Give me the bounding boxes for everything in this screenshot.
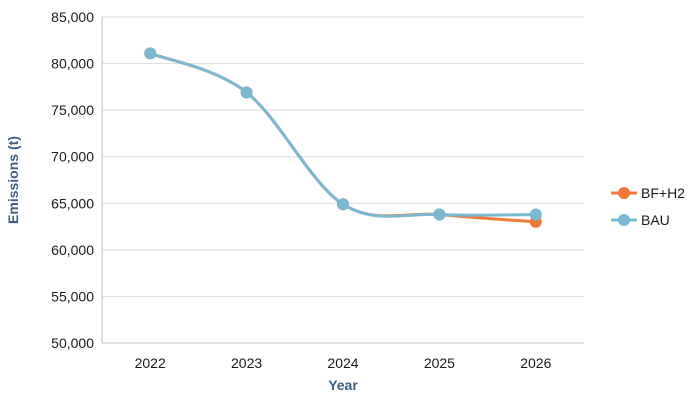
y-tick-label: 70,000 xyxy=(51,149,94,165)
y-tick-label: 75,000 xyxy=(51,102,94,118)
x-tick-label: 2026 xyxy=(520,355,551,371)
x-tick-labels: 2022 2023 2024 2025 2026 xyxy=(135,355,552,371)
legend-item: BF+H2 xyxy=(611,185,685,201)
legend-label: BF+H2 xyxy=(641,185,685,201)
data-point xyxy=(433,208,446,221)
legend: BF+H2 BAU xyxy=(611,185,685,228)
data-point xyxy=(144,47,157,60)
y-tick-label: 80,000 xyxy=(51,56,94,72)
x-tick-label: 2024 xyxy=(327,355,358,371)
y-tick-label: 50,000 xyxy=(51,335,94,351)
y-tick-label: 65,000 xyxy=(51,195,94,211)
y-tick-label: 60,000 xyxy=(51,242,94,258)
series-line xyxy=(149,51,536,218)
y-axis-title: Emissions (t) xyxy=(5,136,21,224)
y-tick-label: 85,000 xyxy=(51,9,94,25)
data-point xyxy=(337,198,349,211)
x-tick-label: 2023 xyxy=(231,355,262,371)
series-line xyxy=(149,51,536,224)
legend-item: BAU xyxy=(611,212,670,228)
legend-swatch-marker xyxy=(618,214,630,226)
series-bau xyxy=(144,47,542,221)
y-tick-label: 55,000 xyxy=(51,288,94,304)
legend-label: BAU xyxy=(641,212,670,228)
x-tick-label: 2022 xyxy=(135,355,166,371)
series-lines xyxy=(144,47,542,228)
x-tick-label: 2025 xyxy=(424,355,455,371)
data-point xyxy=(240,86,253,99)
gridlines xyxy=(102,16,584,297)
legend-swatch-marker xyxy=(618,187,630,199)
x-axis-title: Year xyxy=(328,377,358,393)
data-point xyxy=(529,208,542,221)
y-tick-labels: 50,000 55,000 60,000 65,000 70,000 75,000 80,0… xyxy=(51,9,94,351)
